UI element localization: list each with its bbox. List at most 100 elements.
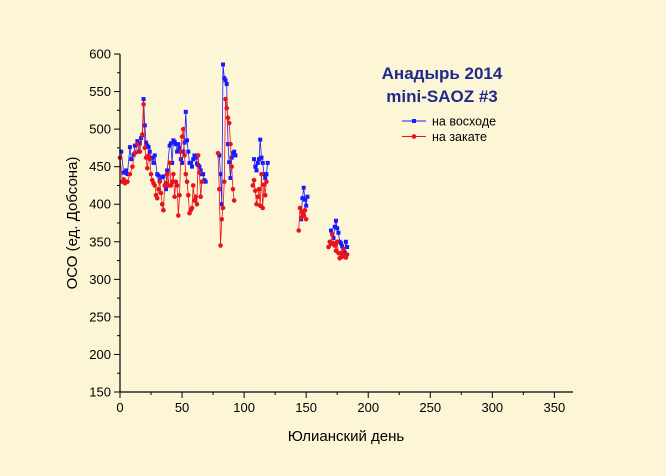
data-point [195, 153, 201, 158]
data-point [139, 136, 144, 141]
data-point [184, 179, 190, 184]
data-point [251, 177, 257, 183]
data-point [300, 196, 305, 201]
data-point [180, 126, 186, 132]
data-point [250, 183, 256, 188]
series-layer [117, 62, 350, 261]
data-point [135, 141, 140, 147]
data-point [225, 115, 231, 121]
data-point [180, 160, 185, 165]
data-point [156, 173, 161, 178]
data-point [218, 243, 223, 248]
data-point [151, 160, 156, 165]
data-point [197, 164, 202, 169]
data-point [193, 194, 199, 200]
data-point [183, 109, 188, 114]
data-point [144, 140, 149, 145]
data-point [216, 186, 222, 192]
data-point [334, 239, 340, 245]
data-point [232, 149, 237, 154]
y-tick-label: 600 [89, 47, 111, 62]
data-point [341, 246, 346, 252]
data-point [302, 207, 308, 213]
data-point [156, 186, 161, 192]
data-point [258, 137, 263, 142]
legend-label: на восходе [432, 115, 496, 129]
data-point [175, 149, 180, 154]
data-point [127, 171, 133, 177]
data-point [145, 165, 150, 171]
data-point [173, 179, 179, 184]
data-point [255, 160, 260, 165]
legend-item: на закате [402, 130, 487, 144]
data-point [130, 164, 135, 169]
data-point [132, 143, 137, 148]
data-point [182, 153, 187, 158]
data-point [331, 236, 336, 241]
data-point [146, 153, 151, 158]
legend-swatch-marker [411, 134, 417, 139]
data-point [176, 213, 181, 218]
data-point [177, 192, 182, 198]
data-point [229, 164, 234, 169]
data-point [228, 175, 233, 180]
data-point [161, 207, 166, 213]
data-point [189, 164, 194, 169]
data-point [303, 216, 309, 222]
data-point [335, 226, 340, 231]
data-point [301, 185, 306, 190]
data-point [168, 141, 173, 146]
data-point [141, 97, 146, 102]
data-point [304, 203, 309, 208]
x-tick-label: 50 [175, 400, 189, 415]
data-point [159, 201, 165, 207]
y-tick-label: 500 [89, 122, 111, 137]
data-point [152, 153, 157, 158]
x-tick-label: 100 [233, 400, 255, 415]
data-point [194, 201, 200, 207]
data-point [302, 197, 307, 202]
y-tick-label: 400 [89, 197, 111, 212]
data-point [221, 62, 226, 67]
data-point [260, 160, 265, 165]
data-point [167, 143, 172, 148]
data-point [222, 76, 227, 81]
y-tick-label: 200 [89, 347, 111, 362]
data-point [217, 153, 222, 158]
data-point [198, 168, 203, 173]
data-point [168, 183, 174, 188]
data-point [161, 174, 166, 179]
y-axis-label: ОСО (ед. Добсона) [64, 157, 81, 290]
data-point [172, 194, 177, 200]
data-point [135, 139, 140, 144]
data-point [230, 186, 236, 192]
data-point [199, 179, 205, 184]
data-point [173, 142, 178, 147]
series-2 [117, 96, 350, 261]
data-point [342, 250, 347, 255]
data-point [190, 183, 196, 188]
data-point [185, 192, 191, 198]
x-tick-label: 150 [295, 400, 317, 415]
title-layer: Анадырь 2014 mini-SAOZ #3 [382, 64, 503, 106]
data-point [336, 230, 341, 235]
legend-item: на восходе [402, 115, 496, 129]
data-point [254, 201, 259, 207]
data-point [191, 157, 196, 162]
data-point [223, 78, 228, 83]
data-point [148, 171, 154, 177]
data-point [228, 141, 233, 147]
data-point [220, 205, 226, 211]
y-tick-label: 350 [89, 234, 111, 249]
data-point [253, 164, 258, 169]
legend-label: на закате [432, 130, 487, 144]
y-tick-label: 450 [89, 159, 111, 174]
data-point [296, 228, 302, 233]
data-point [192, 153, 197, 158]
data-point [227, 160, 232, 165]
data-point [165, 168, 170, 173]
data-point [152, 183, 158, 188]
data-point [333, 218, 338, 223]
legend-swatch-marker [412, 119, 416, 123]
data-point [226, 120, 232, 126]
